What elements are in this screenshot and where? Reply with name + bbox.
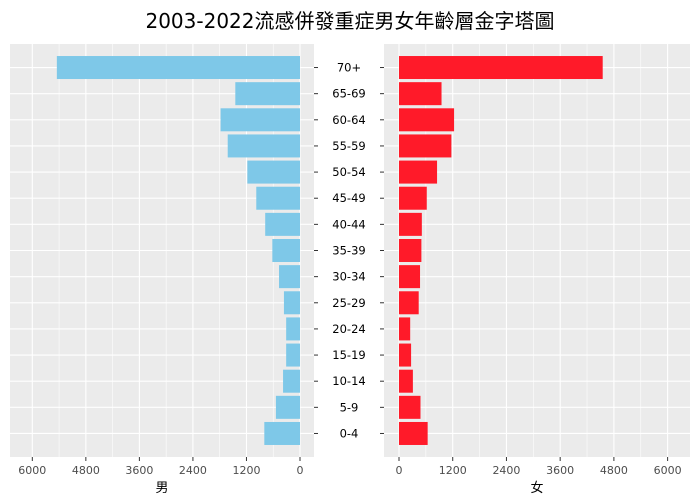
female-bar — [399, 82, 442, 106]
category-label: 15-19 — [332, 348, 365, 362]
male-bar — [235, 82, 300, 106]
male-bar — [265, 212, 300, 236]
female-bar — [399, 343, 412, 367]
female-bar — [399, 317, 411, 341]
female-bar — [399, 108, 455, 132]
x-axis-title-female: 女 — [530, 480, 543, 496]
x-tick-label: 6000 — [18, 464, 46, 477]
x-tick-label: 4800 — [600, 464, 628, 477]
x-tick-label: 0 — [396, 464, 403, 477]
male-bar — [220, 108, 300, 132]
category-label: 30-34 — [332, 270, 365, 284]
x-tick-label: 6000 — [654, 464, 682, 477]
category-label: 20-24 — [332, 322, 365, 336]
male-bar — [56, 56, 300, 80]
male-bar — [264, 421, 300, 445]
x-tick-label: 0 — [297, 464, 304, 477]
female-bar — [399, 212, 422, 236]
category-label: 45-49 — [332, 191, 365, 205]
male-bar — [283, 369, 300, 393]
x-tick-label: 2400 — [179, 464, 207, 477]
category-labels: 70+ 65-69 60-64 55-59 50-54 45-49 40-44 35-39 30… — [314, 61, 384, 440]
x-tick-label: 1200 — [232, 464, 260, 477]
chart-title: 2003-2022流感併發重症男女年齡層金字塔圖 — [145, 9, 554, 33]
male-bar — [272, 238, 300, 263]
x-tick-label: 3600 — [125, 464, 153, 477]
male-bar — [286, 317, 300, 341]
male-bar — [279, 265, 300, 289]
female-bar — [399, 291, 419, 315]
x-tick-label: 1200 — [439, 464, 467, 477]
category-label: 35-39 — [332, 244, 365, 258]
female-bar — [399, 238, 422, 263]
female-bar — [399, 369, 413, 393]
female-bar — [399, 160, 438, 184]
female-bar — [399, 186, 427, 210]
male-bar — [286, 343, 300, 367]
female-bar — [399, 421, 428, 445]
female-bar — [399, 56, 603, 80]
male-bar — [275, 395, 300, 419]
category-label: 10-14 — [332, 374, 365, 388]
category-label: 70+ — [337, 61, 361, 75]
female-bar — [399, 265, 421, 289]
category-label: 0-4 — [340, 426, 359, 440]
female-bar — [399, 395, 421, 419]
x-tick-label: 4800 — [72, 464, 100, 477]
category-label: 50-54 — [332, 165, 365, 179]
category-label: 5-9 — [340, 400, 359, 414]
category-label: 25-29 — [332, 296, 365, 310]
male-bar — [283, 291, 300, 315]
x-tick-label: 3600 — [546, 464, 574, 477]
male-bar — [256, 186, 300, 210]
category-label: 55-59 — [332, 139, 365, 153]
category-label: 40-44 — [332, 217, 365, 231]
x-tick-label: 2400 — [492, 464, 520, 477]
x-axis-ticks: 6000 4800 3600 2400 1200 0 0 1200 2400 3600 4800 60… — [18, 457, 682, 477]
category-label: 60-64 — [332, 113, 365, 127]
female-bar — [399, 134, 452, 158]
x-axis-title-male: 男 — [155, 481, 168, 496]
category-label: 65-69 — [332, 87, 365, 101]
male-bar — [227, 134, 300, 158]
male-bar — [247, 160, 300, 184]
bars — [56, 56, 603, 445]
